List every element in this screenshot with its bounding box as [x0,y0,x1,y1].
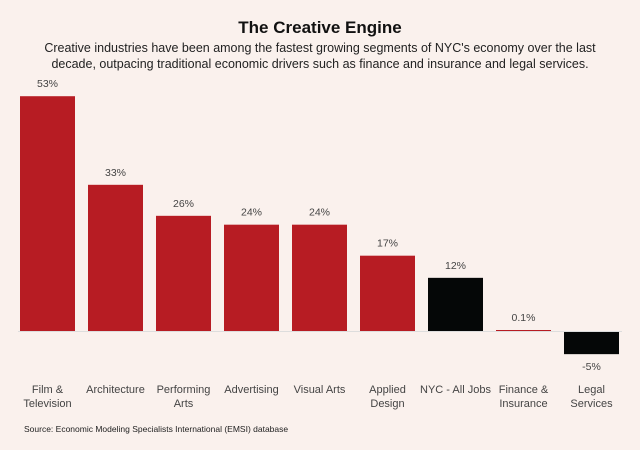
source-note: Source: Economic Modeling Specialists In… [24,424,289,434]
data-label: 0.1% [512,312,536,324]
data-label: 33% [105,167,126,179]
chart-title: The Creative Engine [238,18,402,37]
category-label: NYC - All Jobs [420,384,491,396]
data-label: 17% [377,238,398,250]
bar [292,224,347,331]
bar [360,255,415,331]
bar [428,277,483,331]
category-label: Performing [157,384,211,396]
category-label: Arts [174,398,194,410]
category-label: Visual Arts [294,384,346,396]
category-label: Applied [369,384,406,396]
category-label: Design [370,398,404,410]
category-label: Advertising [224,384,278,396]
bar [496,330,551,331]
data-label: 12% [445,260,466,272]
bar [224,224,279,331]
data-label: 24% [309,207,330,219]
category-label: Legal [578,384,605,396]
bar [20,96,75,332]
bar [88,184,143,331]
chart-subtitle: Creative industries have been among the … [44,41,596,71]
data-label: 24% [241,207,262,219]
category-label: Services [570,398,613,410]
bar [564,332,619,355]
category-label: Finance & [499,384,549,396]
category-label: Television [23,398,71,410]
data-label: 26% [173,198,194,210]
category-label: Insurance [499,398,547,410]
bar [156,215,211,331]
category-label: Film & [32,384,64,396]
data-label: 53% [37,78,58,90]
category-label: Architecture [86,384,145,396]
data-label: -5% [582,361,601,373]
